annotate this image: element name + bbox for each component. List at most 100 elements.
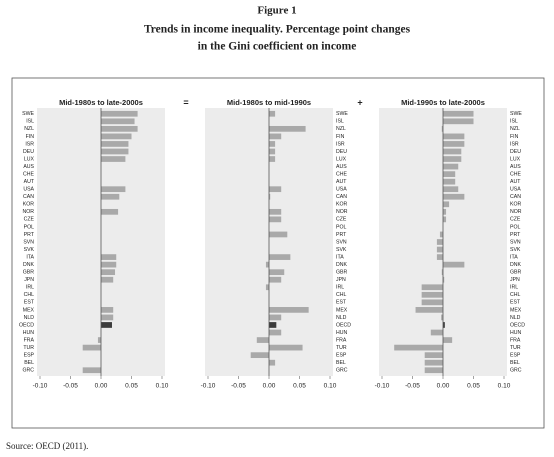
bar [269, 322, 277, 328]
bar [269, 186, 282, 193]
figure-title: Trends in income inequality. Percentage … [144, 24, 411, 36]
bar [443, 216, 447, 223]
category-label: JPN [24, 277, 34, 283]
bar [101, 322, 112, 328]
category-label: DEU [336, 149, 347, 155]
category-label: USA [510, 187, 521, 193]
category-label: AUT [510, 179, 521, 185]
x-tick-label: -0.10 [375, 383, 390, 390]
category-label: FRA [510, 337, 521, 343]
bar [269, 216, 282, 223]
bar [101, 314, 114, 321]
bar [443, 156, 462, 162]
category-label: MEX [510, 307, 522, 313]
category-label: BEL [336, 360, 346, 366]
category-label: SVK [510, 247, 521, 253]
category-label: ISR [510, 141, 519, 147]
figure-title: in the Gini coefficient on income [198, 41, 357, 53]
category-label: PRT [24, 232, 35, 238]
bar [101, 148, 129, 155]
bar [269, 141, 276, 147]
bar [265, 284, 269, 291]
category-label: GBR [23, 270, 34, 276]
category-label: DEU [510, 149, 521, 155]
category-label: ITA [510, 254, 518, 260]
category-label: EST [510, 300, 521, 306]
operator: + [357, 97, 362, 107]
category-label: EST [24, 300, 35, 306]
category-label: AUT [24, 179, 35, 185]
panel-title: Mid-1990s to late-2000s [401, 98, 485, 107]
category-label: ESP [510, 353, 521, 359]
category-label: HUN [336, 330, 347, 336]
category-label: GRC [510, 368, 522, 374]
source-note: Source: OECD (2011). [6, 441, 88, 451]
bar [443, 110, 474, 117]
category-label: FRA [336, 337, 347, 343]
category-label: NZL [510, 126, 520, 132]
bar [441, 269, 443, 276]
bar [101, 193, 120, 200]
category-label: TUR [510, 345, 521, 351]
bar [443, 201, 450, 208]
category-label: HUN [510, 330, 521, 336]
bar [269, 208, 282, 215]
bar [443, 193, 465, 200]
bar [424, 352, 443, 359]
category-label: CHE [510, 171, 521, 177]
bar [415, 307, 443, 313]
category-label: AUS [336, 164, 347, 170]
category-label: IRL [336, 285, 344, 291]
bar [101, 307, 114, 313]
category-label: NZL [336, 126, 346, 132]
bar [250, 352, 269, 359]
category-label: POL [510, 224, 520, 230]
category-label: OECD [19, 322, 34, 328]
category-label: CAN [23, 194, 34, 200]
bar [101, 133, 132, 140]
category-label: CZE [336, 217, 347, 223]
bar [101, 156, 126, 162]
x-tick-label: -0.10 [33, 383, 48, 390]
bar [443, 186, 459, 193]
category-label: DNK [23, 262, 34, 268]
category-label: SWE [510, 111, 522, 117]
operator: = [183, 97, 188, 107]
category-label: SWE [22, 111, 34, 117]
category-label: DEU [23, 149, 34, 155]
bar [269, 307, 309, 313]
bar [394, 344, 443, 351]
x-tick-label: -0.05 [63, 383, 78, 390]
x-tick-label: 0.10 [324, 383, 337, 390]
bar [101, 276, 114, 283]
category-label: TUR [336, 345, 347, 351]
bar [443, 322, 445, 328]
bar [443, 171, 456, 177]
category-label: ISL [510, 119, 518, 125]
bar [269, 110, 276, 117]
bar [436, 246, 443, 253]
category-label: GRC [336, 368, 348, 374]
category-label: NZL [24, 126, 34, 132]
x-tick-label: 0.00 [95, 383, 108, 390]
bar [101, 125, 138, 132]
bar [269, 148, 276, 155]
category-label: NOR [510, 209, 522, 215]
bar [101, 254, 117, 260]
category-label: NOR [22, 209, 34, 215]
bar [436, 254, 443, 260]
category-label: NOR [336, 209, 348, 215]
bar [82, 344, 101, 351]
bar [269, 231, 288, 238]
category-label: NLD [336, 315, 347, 321]
bar [443, 141, 465, 147]
category-label: OECD [510, 322, 525, 328]
category-label: DNK [510, 262, 521, 268]
bar [269, 276, 282, 283]
category-label: MEX [23, 307, 35, 313]
bar [269, 193, 271, 200]
category-label: AUT [336, 179, 347, 185]
bar [443, 208, 447, 215]
x-tick-label: 0.00 [263, 383, 276, 390]
category-label: CHE [336, 171, 347, 177]
